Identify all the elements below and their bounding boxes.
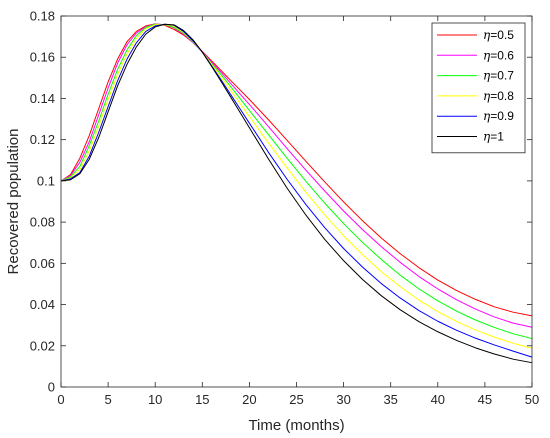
legend-symbol: η	[483, 28, 491, 42]
y-tick-label: 0	[48, 380, 55, 395]
x-tick-label: 30	[336, 392, 350, 407]
series-line-2	[60, 23, 533, 340]
ticks: 0 5 10 15 20 25 30 35 40 45 50 0 0.02 0.04 0.06 0.08 0.1…	[30, 9, 540, 408]
y-tick-label: 0.18	[30, 9, 55, 24]
legend-label-4: η=0.9	[483, 109, 514, 123]
x-axis-title: Time (months)	[248, 417, 344, 434]
x-tick-label: 15	[195, 392, 209, 407]
y-tick-label: 0.06	[30, 256, 55, 271]
y-tick-label: 0.08	[30, 215, 55, 230]
x-tick-label: 10	[148, 392, 162, 407]
legend-label-5: η=1	[483, 130, 504, 144]
series-line-3	[60, 23, 533, 349]
y-tick-label: 0.12	[30, 132, 55, 147]
x-tick-label: 20	[242, 392, 256, 407]
y-tick-label: 0.1	[37, 173, 55, 188]
legend-label-3: η=0.8	[483, 89, 514, 103]
y-tick-label: 0.02	[30, 338, 55, 353]
y-tick-label: 0.16	[30, 50, 55, 65]
legend-value: =0.9	[490, 109, 514, 123]
y-tick-label: 0.04	[30, 297, 55, 312]
x-tick-label: 25	[289, 392, 303, 407]
legend-symbol: η	[483, 109, 491, 123]
legend-value: =0.5	[490, 28, 514, 42]
x-tick-label: 50	[525, 392, 539, 407]
y-tick-label: 0.14	[30, 91, 55, 106]
x-tick-label: 5	[104, 392, 111, 407]
x-tick-label: 0	[57, 392, 64, 407]
y-axis-title: Recovered population	[5, 129, 22, 275]
plot-lines	[60, 23, 533, 364]
legend-symbol: η	[483, 48, 491, 62]
legend-symbol: η	[483, 130, 491, 144]
legend-symbol: η	[483, 69, 491, 83]
x-tick-label: 45	[478, 392, 492, 407]
legend-label-1: η=0.6	[483, 48, 514, 62]
legend-value: =0.6	[490, 48, 514, 62]
series-line-5	[60, 23, 533, 364]
legend-value: =0.7	[490, 69, 514, 83]
legend-label-2: η=0.7	[483, 69, 514, 83]
legend-symbol: η	[483, 89, 491, 103]
legend-box	[431, 22, 526, 154]
x-tick-label: 40	[431, 392, 445, 407]
legend: η=0.5η=0.6η=0.7η=0.8η=0.9η=1	[431, 22, 526, 154]
series-line-1	[60, 23, 533, 328]
series-line-0	[60, 23, 533, 317]
legend-value: =1	[490, 130, 504, 144]
series-line-4	[60, 23, 533, 358]
legend-value: =0.8	[490, 89, 514, 103]
legend-label-0: η=0.5	[483, 28, 514, 42]
x-tick-label: 35	[383, 392, 397, 407]
